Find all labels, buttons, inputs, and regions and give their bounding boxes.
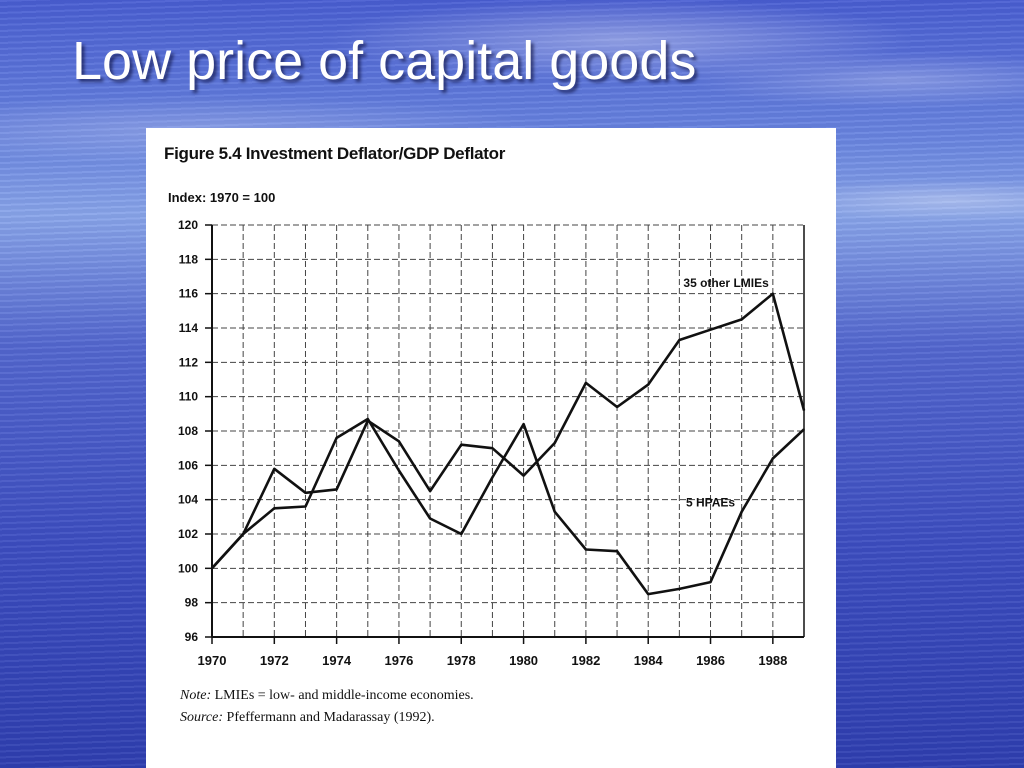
data-point [491,447,494,449]
line-chart: 96 98 100 102 104 106 108 110 112 114 116 118 120 197… [178,218,806,668]
data-point [553,442,556,444]
data-point [709,328,712,331]
y-tick-label: 102 [178,527,198,541]
data-point [211,567,213,570]
x-tick-label: 1980 [509,653,538,668]
data-point [803,428,805,431]
data-point [616,550,618,552]
data-point [616,406,618,408]
y-tick-label: 118 [179,252,199,266]
y-tick-label: 96 [185,630,199,644]
y-tick-label: 100 [178,561,198,575]
y-tick-label: 98 [185,596,199,610]
data-point [772,292,774,295]
series-line-2 [211,417,805,596]
data-point [522,423,525,425]
slide-title: Low price of capital goods [72,31,697,91]
x-tick-label: 1976 [384,653,413,668]
data-point [553,510,556,513]
data-point [460,533,463,535]
figure-title: Figure 5.4 Investment Deflator/GDP Defla… [164,144,506,163]
data-point [522,474,525,477]
y-tick-label: 120 [178,218,198,232]
source-label: Source: [180,710,224,725]
y-tick-label: 110 [179,390,199,404]
data-point [398,469,400,472]
y-tick-label: 108 [178,424,198,438]
x-tick-label: 1974 [322,653,352,668]
x-tick-label: 1978 [447,653,476,668]
y-tick-label: 114 [179,321,199,335]
data-point [585,382,587,384]
data-point [647,383,650,386]
chart-figure: Figure 5.4 Investment Deflator/GDP Defla… [146,128,836,768]
x-tick-label: 1986 [696,653,725,668]
x-tick-label: 1982 [571,653,600,668]
data-point [366,418,369,420]
series-label-1: 35 other LMIEs [683,276,769,290]
data-point [709,581,712,583]
series-label-2: 5 HPAEs [686,496,735,510]
data-point [335,488,338,491]
data-point [803,409,805,412]
x-tick-label: 1984 [634,653,664,668]
y-tick-label: 112 [179,355,199,369]
y-tick-label: 116 [179,287,199,301]
data-point [585,548,587,551]
data-point [491,476,494,479]
data-point [242,533,244,535]
series-line-1 [211,292,806,570]
figure-source: Source: Pfeffermann and Madarassay (1992… [180,710,435,726]
data-point [273,507,276,510]
data-point [398,440,400,443]
data-point [740,510,743,513]
data-point [273,467,276,470]
note-text: LMIEs = low- and middle-income economies… [211,688,474,703]
data-point [429,517,431,520]
figure-note: Note: LMIEs = low- and middle-income eco… [180,688,474,704]
x-tick-label: 1988 [758,653,787,668]
data-point [678,339,681,341]
data-point [740,318,743,321]
data-point [304,505,307,508]
y-axis-label: Index: 1970 = 100 [168,190,276,205]
y-tick-label: 104 [178,493,198,507]
data-point [304,492,307,494]
data-point [678,588,681,590]
data-point [460,443,463,446]
data-point [772,457,774,460]
data-point [335,437,338,439]
source-text: Pfeffermann and Madarassay (1992). [223,710,435,725]
data-point [647,593,650,595]
y-tick-label: 106 [178,458,198,472]
data-point [429,490,431,492]
x-tick-label: 1972 [260,653,289,668]
note-label: Note: [180,688,212,703]
x-tick-label: 1970 [198,653,227,668]
